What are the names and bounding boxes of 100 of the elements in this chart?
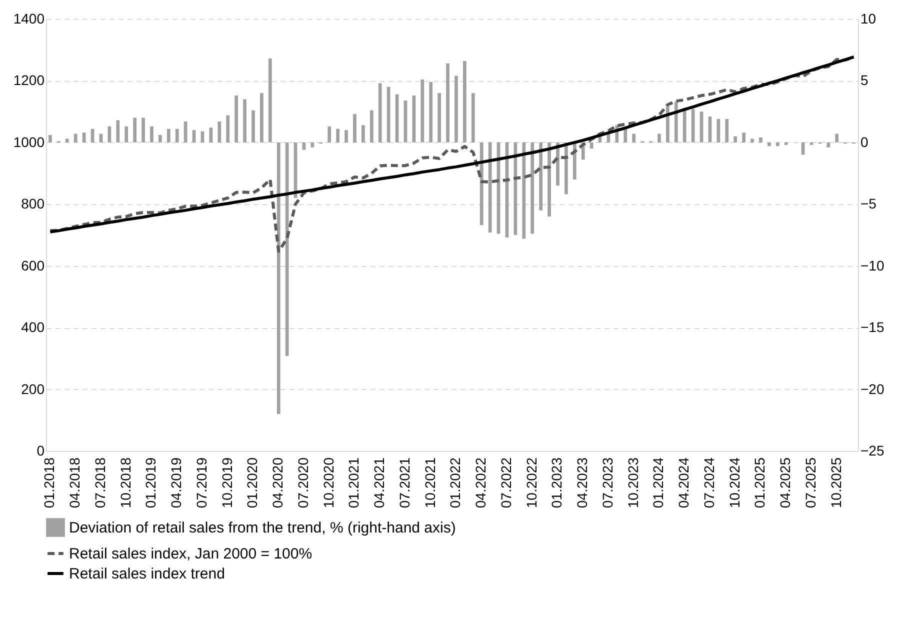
y2-tick-label: −10 xyxy=(860,257,884,274)
bar xyxy=(488,142,492,233)
x-tick-label: 07.2022 xyxy=(498,457,514,508)
x-tick-label: 10.2024 xyxy=(726,457,742,508)
y2-tick-label: 10 xyxy=(860,10,876,26)
bar xyxy=(632,134,636,142)
x-tick-label: 04.2019 xyxy=(168,457,184,508)
bar xyxy=(801,142,805,155)
bar xyxy=(116,120,120,142)
y-tick-label: 600 xyxy=(21,257,45,274)
x-tick-label: 01.2024 xyxy=(650,457,666,508)
bar xyxy=(429,82,433,142)
bar xyxy=(192,130,196,142)
bar xyxy=(370,110,374,142)
bar xyxy=(438,93,442,142)
y2-tick-label: −25 xyxy=(860,442,884,458)
bar xyxy=(209,128,213,142)
bar xyxy=(218,121,222,142)
bar xyxy=(446,63,450,142)
x-tick-label: 07.2021 xyxy=(396,457,412,508)
bar xyxy=(150,126,154,142)
bar xyxy=(243,99,246,142)
x-tick-label: 07.2018 xyxy=(92,457,108,508)
x-tick-label: 07.2024 xyxy=(700,457,717,508)
bar xyxy=(530,142,534,234)
x-tick-label: 07.2020 xyxy=(294,457,311,508)
legend-label: Retail sales index trend xyxy=(69,566,225,582)
bar xyxy=(539,142,543,210)
bar xyxy=(74,134,78,142)
bar xyxy=(682,108,686,142)
bar xyxy=(268,58,272,142)
y-tick-label: 0 xyxy=(36,442,45,458)
bar xyxy=(658,134,661,142)
y-tick-label: 1000 xyxy=(13,134,45,150)
bar xyxy=(82,132,86,142)
x-tick-label: 04.2023 xyxy=(574,457,590,508)
bar xyxy=(412,96,416,142)
bar xyxy=(386,86,390,142)
y-tick-label: 200 xyxy=(21,380,45,397)
bar xyxy=(462,60,466,142)
bar xyxy=(759,137,762,142)
y-tick-label: 400 xyxy=(21,319,45,336)
bar xyxy=(471,93,475,142)
bar xyxy=(65,138,69,142)
bar xyxy=(310,142,314,148)
x-tick-label: 10.2019 xyxy=(218,457,235,508)
bar xyxy=(810,142,814,145)
x-tick-label: 04.2020 xyxy=(270,457,286,508)
bar xyxy=(234,96,238,142)
bar xyxy=(666,106,670,142)
x-tick-label: 04.2025 xyxy=(777,457,794,508)
x-tick-label: 04.2024 xyxy=(676,457,692,508)
x-tick-label: 10.2018 xyxy=(117,457,134,508)
bar xyxy=(835,134,839,142)
x-tick-label: 01.2023 xyxy=(548,457,565,508)
bar xyxy=(184,121,188,142)
x-tick-label: 07.2025 xyxy=(802,457,818,508)
bar xyxy=(328,126,332,142)
bar xyxy=(784,142,788,145)
legend-label: Retail sales index, Jan 2000 = 100% xyxy=(69,546,312,562)
x-tick-label: 07.2019 xyxy=(193,457,210,508)
y2-tick-label: −5 xyxy=(860,196,877,212)
bar xyxy=(133,118,137,142)
bar xyxy=(142,118,145,142)
bar xyxy=(767,142,771,146)
bar xyxy=(175,128,179,142)
bar xyxy=(378,83,382,142)
y2-tick-label: 0 xyxy=(860,134,868,150)
bar xyxy=(716,118,720,142)
bar xyxy=(548,142,551,216)
x-tick-label: 10.2022 xyxy=(523,457,540,508)
bar xyxy=(750,138,754,142)
x-tick-label: 04.2021 xyxy=(371,457,388,508)
bar xyxy=(353,114,356,142)
bar xyxy=(725,118,729,142)
x-tick-label: 10.2021 xyxy=(422,457,438,508)
bar xyxy=(420,79,424,142)
bar xyxy=(514,142,518,235)
x-tick-label: 01.2020 xyxy=(244,457,260,508)
bar xyxy=(826,142,830,148)
bar xyxy=(285,142,289,356)
y-tick-label: 1200 xyxy=(13,72,45,88)
y-tick-label: 1400 xyxy=(13,10,45,26)
bar xyxy=(124,126,128,142)
x-tick-label: 10.2020 xyxy=(320,457,336,508)
bar xyxy=(260,93,264,142)
y2-tick-label: 5 xyxy=(860,72,868,88)
x-tick-label: 01.2022 xyxy=(447,457,464,508)
bar xyxy=(336,128,340,142)
bar xyxy=(361,125,365,142)
x-tick-label: 01.2019 xyxy=(142,457,159,508)
x-tick-label: 04.2018 xyxy=(66,457,83,508)
y-tick-label: 800 xyxy=(21,196,45,212)
bar xyxy=(776,142,780,146)
x-tick-label: 01.2025 xyxy=(752,457,768,508)
bar xyxy=(226,115,230,142)
bar xyxy=(108,126,112,142)
bar xyxy=(742,132,746,142)
bar xyxy=(691,109,695,142)
legend-label: Deviation of retail sales from the trend, % (right-hand axis) xyxy=(69,520,456,536)
